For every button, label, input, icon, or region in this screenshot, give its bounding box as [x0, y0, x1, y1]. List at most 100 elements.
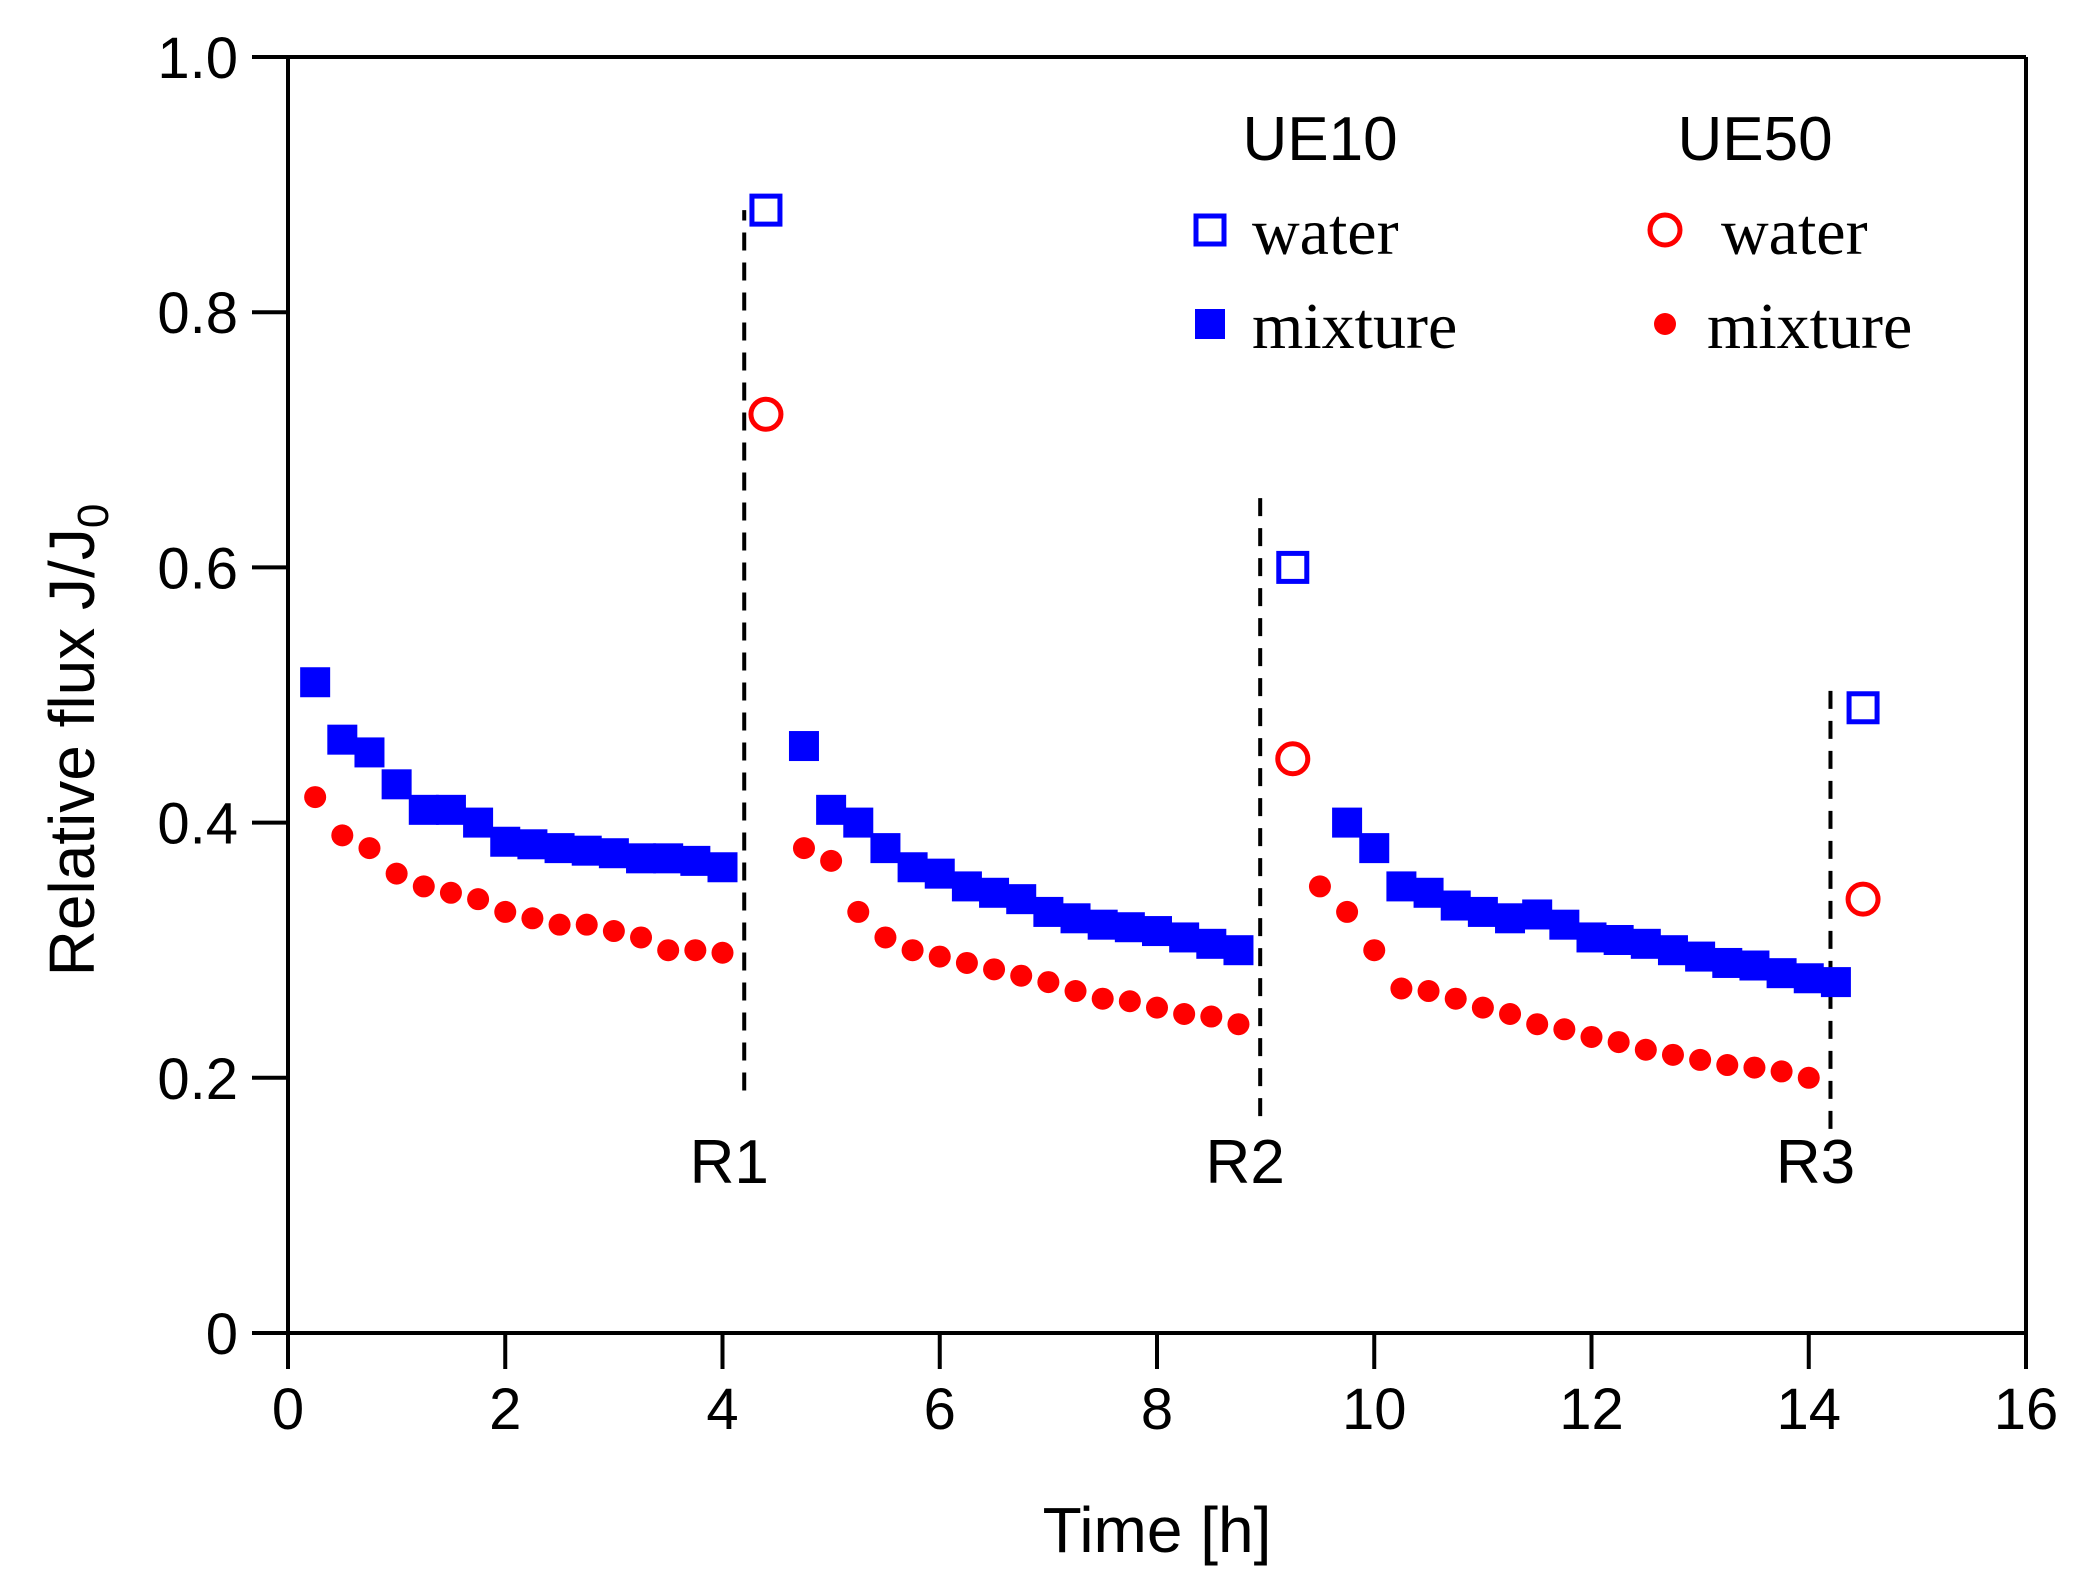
data-point	[1359, 833, 1390, 864]
data-point	[951, 871, 982, 902]
data-point	[1118, 990, 1141, 1013]
data-point	[467, 888, 490, 911]
data-point	[955, 951, 978, 974]
legend-header-ue10: UE10	[1242, 105, 1397, 174]
legend-label-ue50-mixture: mixture	[1707, 290, 1912, 363]
legend-label-ue50-water: water	[1721, 196, 1868, 269]
regeneration-label-r2: R2	[1206, 1128, 1285, 1197]
x-tick-label: 12	[1559, 1377, 1624, 1442]
data-point	[653, 843, 684, 874]
regeneration-label-r1: R1	[690, 1128, 769, 1197]
data-point	[517, 829, 548, 860]
data-point	[1276, 550, 1310, 584]
data-point	[304, 786, 327, 809]
data-point	[1363, 939, 1386, 962]
data-point	[1603, 924, 1634, 955]
series-ue50-mixture	[304, 786, 1820, 1089]
legend-label-ue10-mixture: mixture	[1252, 290, 1457, 363]
data-point	[602, 920, 625, 943]
data-point	[1142, 916, 1172, 947]
x-axis-title: Time [h]	[1043, 1494, 1272, 1566]
legend-header-ue50: UE50	[1677, 105, 1832, 174]
x-tick-label: 14	[1776, 1377, 1841, 1442]
data-point	[901, 939, 924, 962]
data-point	[1087, 909, 1118, 940]
y-tick-label: 0.8	[157, 281, 238, 346]
legend-marker-ue10-mixture	[1195, 309, 1225, 339]
data-point	[354, 737, 385, 768]
data-point	[544, 833, 575, 864]
data-point	[1743, 1056, 1766, 1079]
data-point	[1553, 1018, 1576, 1041]
data-point	[331, 824, 354, 847]
data-point	[412, 875, 435, 898]
data-point	[1390, 977, 1413, 1000]
data-point	[1173, 1003, 1196, 1025]
data-point	[788, 731, 819, 762]
x-tick-label: 2	[489, 1377, 521, 1442]
data-point	[358, 837, 381, 860]
data-point	[928, 945, 951, 968]
data-point	[1685, 941, 1716, 972]
legend-marker-ue10-water	[1193, 213, 1227, 247]
data-point	[1227, 1013, 1250, 1036]
data-point	[300, 667, 331, 698]
data-point	[1471, 996, 1494, 1019]
data-point	[1146, 996, 1168, 1019]
data-point	[1522, 899, 1553, 930]
series-ue10-water	[749, 193, 1880, 725]
data-point	[1336, 900, 1359, 923]
data-point	[575, 913, 598, 936]
data-point	[1169, 922, 1200, 953]
data-point	[749, 193, 783, 227]
data-point	[1495, 903, 1526, 934]
data-point	[979, 877, 1010, 908]
legend: UE10 water mixture UE50 water mixture	[1193, 105, 1912, 363]
data-point	[1196, 928, 1227, 959]
data-point	[1766, 958, 1797, 989]
data-point	[598, 838, 629, 869]
data-point	[792, 837, 815, 860]
data-point	[684, 939, 707, 962]
data-point	[1091, 987, 1114, 1010]
data-point	[1820, 967, 1851, 998]
data-point	[548, 913, 571, 936]
data-point	[820, 849, 843, 872]
x-tick-label: 16	[1994, 1377, 2059, 1442]
data-point	[1580, 1025, 1603, 1048]
data-point	[1657, 935, 1688, 966]
series-ue10-mixture	[300, 667, 1851, 998]
legend-marker-ue50-mixture	[1654, 313, 1676, 335]
data-point	[1793, 963, 1824, 994]
data-point	[1010, 964, 1033, 987]
x-tick-label: 4	[706, 1377, 738, 1442]
data-point	[1712, 947, 1743, 978]
data-point	[630, 926, 653, 949]
x-tick-label: 10	[1342, 1377, 1407, 1442]
y-tick-label: 0	[206, 1302, 238, 1367]
data-point	[490, 826, 521, 857]
y-tick-label: 0.6	[157, 536, 238, 601]
data-point	[1413, 877, 1444, 908]
data-point	[1549, 909, 1580, 940]
data-point	[1630, 928, 1661, 959]
data-point	[571, 835, 602, 866]
data-point	[1444, 987, 1467, 1010]
data-point	[870, 833, 901, 864]
y-tick-label: 1.0	[157, 26, 238, 91]
series-ue50-water	[748, 396, 1881, 917]
data-point	[1033, 896, 1064, 927]
data-point	[1417, 980, 1440, 1003]
data-point	[1037, 971, 1060, 994]
data-point	[435, 794, 466, 825]
data-point	[494, 900, 517, 923]
data-point	[1386, 871, 1417, 902]
data-point	[1797, 1066, 1820, 1089]
data-point	[1308, 875, 1331, 898]
data-point	[463, 807, 494, 838]
data-marks	[300, 193, 1881, 1089]
data-point	[1223, 935, 1254, 966]
data-point	[1275, 741, 1311, 777]
data-point	[1467, 896, 1498, 927]
